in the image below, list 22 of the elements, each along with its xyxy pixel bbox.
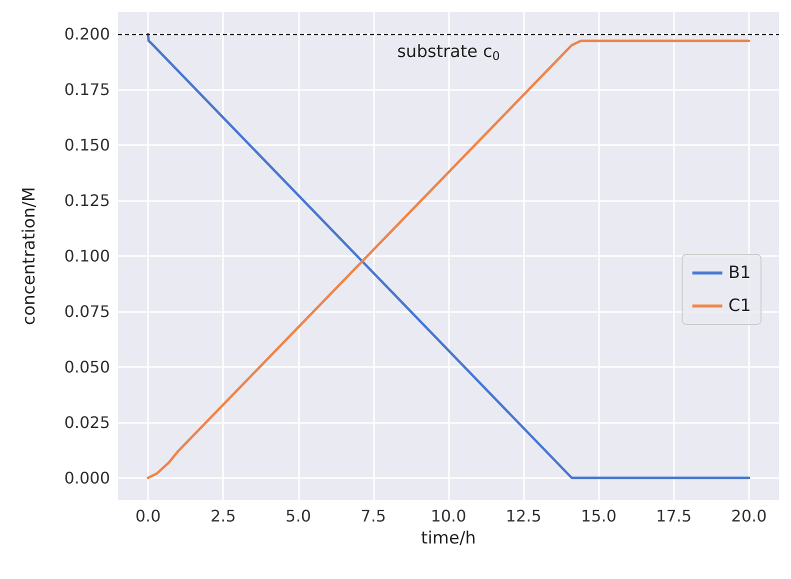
y-axis-title: concentration/M [20, 186, 40, 326]
legend-label: B1 [728, 263, 751, 283]
x-tick-label: 15.0 [580, 506, 617, 526]
y-tick-label: 0.050 [64, 357, 110, 376]
x-tick-label: 7.5 [360, 506, 386, 526]
y-tick-label: 0.175 [64, 80, 110, 100]
x-tick-label: 17.5 [656, 506, 692, 526]
x-tick-label: 10.0 [430, 506, 466, 526]
x-tick-label: 2.5 [210, 506, 236, 526]
y-tick-label: 0.125 [64, 191, 110, 210]
y-tick-label: 0.075 [64, 302, 110, 321]
legend-label: C1 [728, 296, 751, 316]
x-tick-label: 20.0 [731, 506, 767, 526]
y-tick-label: 0.000 [64, 468, 110, 488]
x-tick-label: 0.0 [135, 506, 161, 526]
y-tick-label: 0.100 [64, 246, 110, 266]
y-tick-label: 0.025 [64, 412, 110, 432]
x-axis-title: time/h [421, 528, 476, 548]
x-tick-label: 12.5 [506, 506, 542, 526]
x-tick-label: 5.0 [286, 506, 311, 526]
y-tick-label: 0.200 [64, 24, 110, 44]
y-tick-label: 0.150 [64, 136, 110, 155]
